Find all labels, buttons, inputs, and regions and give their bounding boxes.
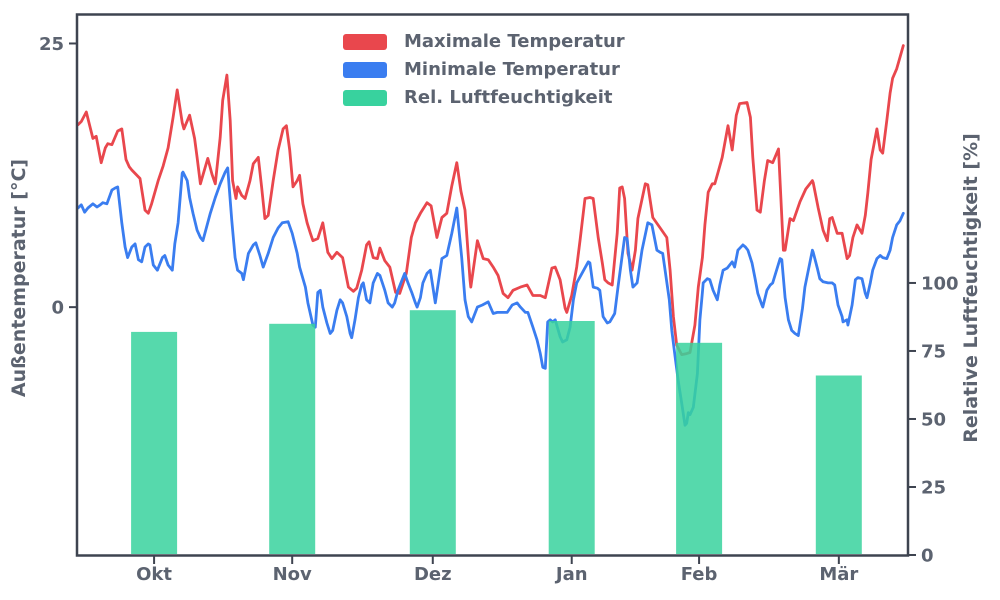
line-min-temp	[76, 166, 905, 427]
x-tick-label: Feb	[681, 564, 718, 585]
right-axis-title: Relative Luftfeuchtigkeit [%]	[960, 133, 982, 443]
bar-mär	[815, 375, 862, 554]
legend-swatch-max-temp-icon	[343, 33, 387, 50]
x-tick-label: Mär	[819, 564, 858, 585]
right-tick-label: 100	[921, 273, 959, 294]
legend-item-min-temp: Minimale Temperatur	[343, 59, 625, 80]
x-tick-label: Jan	[554, 564, 588, 585]
x-tick-label: Nov	[273, 564, 312, 585]
ticks-group	[69, 42, 916, 564]
bar-feb	[676, 342, 723, 554]
bars-group	[131, 310, 862, 554]
x-tick-label: Dez	[414, 564, 452, 585]
legend: Maximale Temperatur Minimale Temperatur …	[343, 33, 625, 117]
right-tick-label: 50	[921, 409, 946, 430]
left-tick-label: 0	[51, 298, 64, 319]
legend-swatch-humidity-icon	[343, 89, 387, 106]
legend-swatch-min-temp-icon	[343, 61, 387, 78]
legend-item-humidity: Rel. Luftfeuchtigkeit	[343, 87, 625, 108]
plot-frame	[75, 13, 910, 557]
tick-labels-group: 25 0 0 25 50 75 100 Okt Nov Dez Jan Feb Mär	[39, 34, 959, 585]
right-tick-label: 25	[921, 477, 946, 498]
right-tick-label: 75	[921, 341, 946, 362]
line-max-temp	[76, 44, 905, 357]
lines-group	[76, 44, 905, 427]
legend-label-max-temp: Maximale Temperatur	[404, 31, 625, 52]
left-tick-label: 25	[39, 34, 64, 55]
legend-label-humidity: Rel. Luftfeuchtigkeit	[404, 87, 613, 108]
bar-okt	[131, 331, 178, 554]
bar-jan	[548, 321, 595, 554]
left-axis-title: Außentemperatur [°C]	[8, 159, 30, 397]
legend-item-max-temp: Maximale Temperatur	[343, 31, 625, 52]
x-tick-label: Okt	[136, 564, 172, 585]
bar-nov	[269, 323, 316, 554]
bar-dez	[409, 310, 456, 554]
legend-label-min-temp: Minimale Temperatur	[404, 59, 620, 80]
right-tick-label: 0	[921, 546, 934, 567]
